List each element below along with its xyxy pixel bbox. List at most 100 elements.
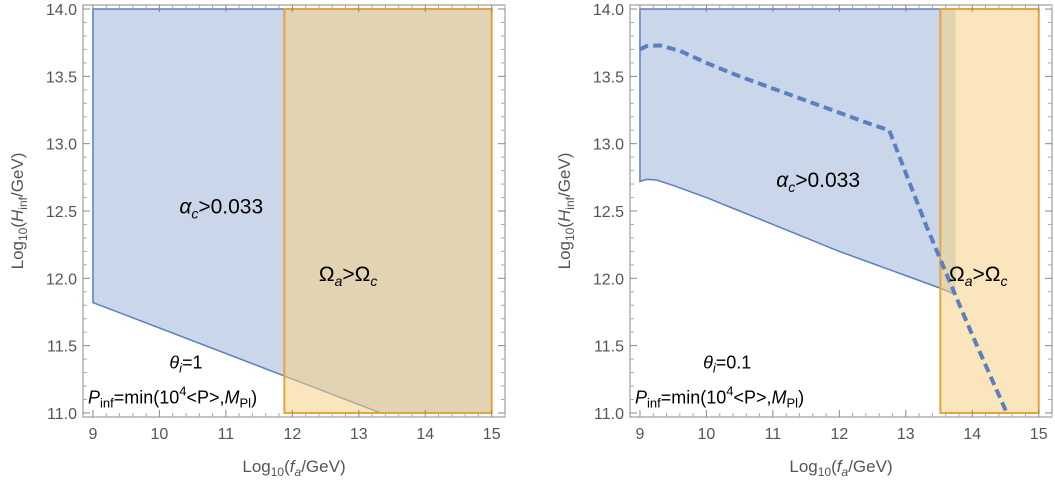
y-tick-label: 11.0 xyxy=(47,406,77,423)
x-axis-label-var: f xyxy=(290,457,297,476)
y-axis-label-sub: 10 xyxy=(16,227,30,241)
omega-annotation: Ωa>Ωc xyxy=(949,263,1007,289)
theta-symbol: θ xyxy=(703,353,713,373)
omega-a-region xyxy=(939,8,1040,414)
omega-sub: a xyxy=(335,273,343,289)
y-axis-label-var: H xyxy=(555,209,574,222)
x-axis-label-varsub: a xyxy=(842,465,849,479)
x-tick-label: 10 xyxy=(151,426,169,443)
alpha-sub: c xyxy=(788,179,795,195)
y-tick-label: 12.5 xyxy=(593,204,624,221)
x-tick-label: 9 xyxy=(89,426,98,443)
pinf-end: ) xyxy=(251,388,257,408)
pinf-sub: inf xyxy=(100,396,114,411)
alpha-c-region-fill xyxy=(639,9,956,295)
y-tick-label: 13.5 xyxy=(46,69,77,86)
y-axis-label-open: ( xyxy=(555,222,574,228)
pinf-end: ) xyxy=(798,388,804,408)
y-axis-label-varsub: inf xyxy=(16,196,30,209)
theta-text: =0.1 xyxy=(716,353,752,373)
x-axis-label: Log10(fa/GeV) xyxy=(789,457,892,479)
y-axis-label-base: Log xyxy=(8,241,27,269)
x-tick-label: 15 xyxy=(1030,426,1048,443)
y-axis-label-open: ( xyxy=(8,222,27,228)
y-axis-label-sub: 10 xyxy=(563,227,577,241)
x-tick-label: 11 xyxy=(218,426,235,443)
omega-symbol: Ω xyxy=(319,263,335,286)
y-tick-label: 13.5 xyxy=(593,69,624,86)
pinf-sup: 4 xyxy=(179,384,186,399)
y-axis-label: Log10(Hinf/GeV) xyxy=(555,153,577,270)
y-tick-label: 13.0 xyxy=(46,137,77,154)
y-tick-label: 12.5 xyxy=(46,204,77,221)
x-axis-label-rest: /GeV) xyxy=(301,457,345,476)
pinf-mid: =min(10 xyxy=(114,388,180,408)
theta-symbol: θ xyxy=(169,353,179,373)
alpha-symbol: α xyxy=(179,196,192,219)
x-axis-label-sub: 10 xyxy=(271,465,285,479)
omega-mid: >Ω xyxy=(972,263,1000,286)
alpha-annotation: αc>0.033 xyxy=(179,196,263,222)
x-tick-label: 15 xyxy=(483,426,501,443)
x-axis-label: Log10(fa/GeV) xyxy=(242,457,345,479)
omega-sub: a xyxy=(965,273,973,289)
x-tick-label: 13 xyxy=(350,426,368,443)
alpha-text: >0.033 xyxy=(198,196,263,219)
pinf-sub2: Pl xyxy=(240,396,252,411)
pinf-var: M xyxy=(772,388,787,408)
pinf-mid2: <P>, xyxy=(186,388,224,408)
pinf-annotation: Pinf=min(104<P>,MPl) xyxy=(88,384,257,411)
theta-annotation: θi=1 xyxy=(169,353,202,376)
pinf-sup: 4 xyxy=(726,384,733,399)
y-axis-label-varsub: inf xyxy=(563,196,577,209)
y-tick-label: 12.0 xyxy=(593,271,624,288)
omega-a-region xyxy=(283,8,493,414)
x-tick-label: 10 xyxy=(698,426,716,443)
y-tick-label: 12.0 xyxy=(46,271,77,288)
alpha-annotation: αc>0.033 xyxy=(776,169,860,195)
x-axis-label-base: Log xyxy=(789,457,817,476)
left-panel: 9 10 11 12 13 14 15 11.0 11.5 12.0 12.5 13.0 13.5 14.… xyxy=(8,2,506,479)
right-panel: 9 10 11 12 13 14 15 11.0 11.5 12.0 12.5 13.0 13.5 14.… xyxy=(555,2,1053,479)
x-axis-label-open: ( xyxy=(284,457,290,476)
x-tick-label: 9 xyxy=(636,426,645,443)
x-axis-label-sub: 10 xyxy=(818,465,832,479)
x-axis-label-rest: /GeV) xyxy=(848,457,892,476)
y-tick-label: 14.0 xyxy=(593,2,624,19)
alpha-symbol: α xyxy=(776,169,789,192)
theta-sub: i xyxy=(179,361,183,376)
omega-sub2: c xyxy=(370,273,377,289)
y-tick-label: 11.5 xyxy=(47,339,77,356)
pinf-mid2: <P>, xyxy=(733,388,771,408)
x-tick-label: 11 xyxy=(765,426,782,443)
x-tick-label: 12 xyxy=(283,426,301,443)
x-axis-label-varsub: a xyxy=(295,465,302,479)
y-tick-label: 14.0 xyxy=(46,2,77,19)
omega-sub2: c xyxy=(1000,273,1007,289)
alpha-c-region-edge xyxy=(639,8,956,296)
x-tick-label: 14 xyxy=(963,426,981,443)
omega-mid: >Ω xyxy=(342,263,370,286)
y-tick-label: 11.5 xyxy=(594,339,624,356)
theta-text: =1 xyxy=(182,353,203,373)
y-tick-label: 13.0 xyxy=(593,137,624,154)
pinf-mid: =min(10 xyxy=(661,388,727,408)
alpha-sub: c xyxy=(191,206,198,222)
omega-annotation: Ωa>Ωc xyxy=(319,263,377,289)
pinf-var: M xyxy=(225,388,240,408)
pinf-sub2: Pl xyxy=(787,396,799,411)
alpha-text: >0.033 xyxy=(795,169,860,192)
theta-sub: i xyxy=(713,361,717,376)
theta-annotation: θi=0.1 xyxy=(703,353,751,376)
y-axis-label: Log10(Hinf/GeV) xyxy=(8,153,30,270)
dashed-boundary xyxy=(639,43,1009,414)
x-tick-label: 14 xyxy=(416,426,434,443)
x-tick-label: 13 xyxy=(897,426,915,443)
omega-symbol: Ω xyxy=(949,263,965,286)
y-axis-label-var: H xyxy=(8,209,27,222)
x-axis-label-open: ( xyxy=(831,457,837,476)
y-axis-label-rest: /GeV) xyxy=(555,153,574,197)
x-axis-label-var: f xyxy=(837,457,844,476)
pinf-annotation: Pinf=min(104<P>,MPl) xyxy=(635,384,804,411)
